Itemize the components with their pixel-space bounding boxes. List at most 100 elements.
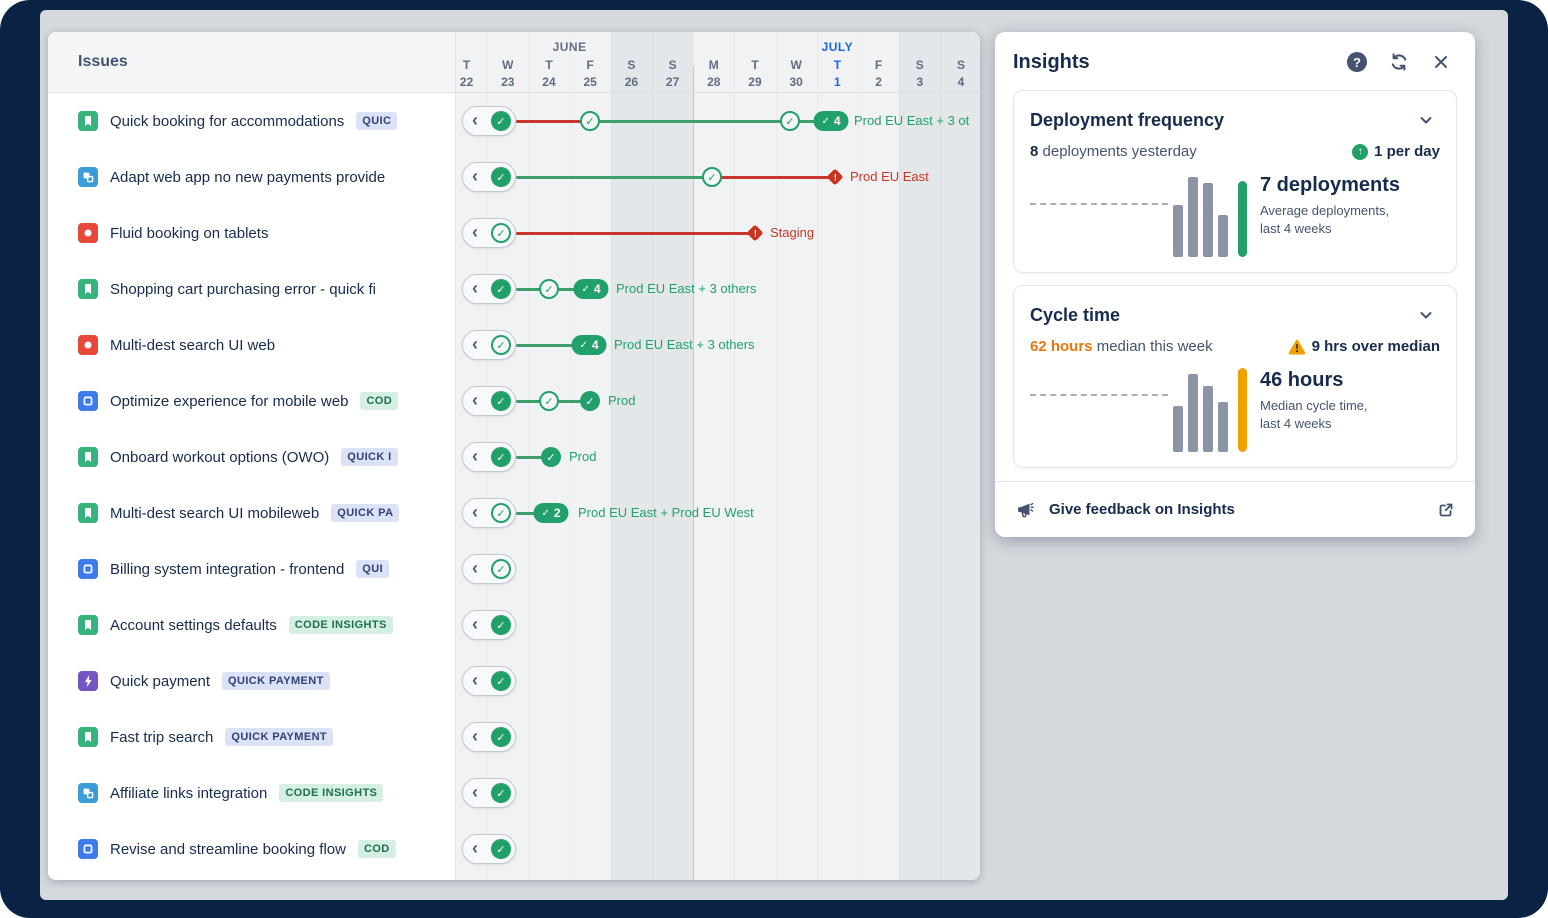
issue-row[interactable]: Fluid booking on tablets <box>48 205 455 261</box>
deployment-check-icon[interactable]: ✓ <box>491 615 511 635</box>
deployment-check-icon[interactable]: ✓ <box>491 223 511 243</box>
issue-row[interactable]: Fast trip search QUICK PAYMENT <box>48 709 455 765</box>
chart-bar <box>1188 177 1198 257</box>
chevron-left-icon: ‹ <box>472 613 478 634</box>
timeline-expand-pill[interactable]: ‹ ✓ <box>462 106 516 136</box>
deployment-check-icon[interactable]: ✓ <box>491 391 511 411</box>
close-button[interactable] <box>1427 48 1455 76</box>
deployment-marker[interactable]: ✓ <box>780 111 800 131</box>
timeline-expand-pill[interactable]: ‹ ✓ <box>462 722 516 752</box>
mini-bar-chart: 7 deployments Average deployments, last 4 … <box>1030 173 1440 257</box>
deployment-check-icon[interactable]: ✓ <box>491 727 511 747</box>
timeline-expand-pill[interactable]: ‹ ✓ <box>462 218 516 248</box>
timeline-expand-pill[interactable]: ‹ ✓ <box>462 834 516 864</box>
deployment-marker[interactable]: ✓ <box>539 279 559 299</box>
issue-row[interactable]: Shopping cart purchasing error - quick f… <box>48 261 455 317</box>
deployment-check-icon[interactable]: ✓ <box>580 111 600 131</box>
deployment-count-pill[interactable]: ✓ 4 <box>571 335 607 355</box>
deployment-check-icon[interactable]: ✓ <box>491 503 511 523</box>
deployment-check-icon[interactable]: ✓ <box>541 447 561 467</box>
deployment-check-icon[interactable]: ✓ <box>491 335 511 355</box>
issue-label-badge: QUICK PAYMENT <box>225 728 334 746</box>
deployment-check-icon[interactable]: ✓ <box>491 783 511 803</box>
issue-title: Revise and streamline booking flow <box>110 840 346 858</box>
issue-row[interactable]: Quick payment QUICK PAYMENT <box>48 653 455 709</box>
deployment-check-icon[interactable]: ✓ <box>491 167 511 187</box>
refresh-button[interactable] <box>1385 48 1413 76</box>
issue-label-badge: COD <box>360 392 399 410</box>
collapse-card-button[interactable] <box>1412 301 1440 329</box>
feedback-row[interactable]: Give feedback on Insights <box>995 481 1475 537</box>
timeline-expand-pill[interactable]: ‹ ✓ <box>462 554 516 584</box>
deployment-count-pill[interactable]: ✓ 4 <box>573 279 609 299</box>
timeline-expand-pill[interactable]: ‹ ✓ <box>462 666 516 696</box>
deployment-check-icon[interactable]: ✓ <box>491 279 511 299</box>
timeline-row: ‹ ✓ ✓ 2 Prod EU East + Prod EU West <box>446 485 980 541</box>
deployment-check-icon[interactable]: ✓ <box>539 279 559 299</box>
deployment-warning-diamond[interactable]: ! <box>826 168 844 186</box>
deployment-check-icon[interactable]: ✓ <box>491 671 511 691</box>
day-letter: S <box>668 58 677 72</box>
chart-big-value: 46 hours <box>1260 369 1344 391</box>
deployment-count-pill[interactable]: ✓ 2 <box>533 503 569 523</box>
issue-row[interactable]: Optimize experience for mobile web COD <box>48 373 455 429</box>
timeline-expand-pill[interactable]: ‹ ✓ <box>462 498 516 528</box>
stat-value: 62 hours <box>1030 338 1093 355</box>
issue-row[interactable]: Multi-dest search UI web <box>48 317 455 373</box>
deployment-check-icon[interactable]: ✓ <box>539 391 559 411</box>
issue-row[interactable]: Billing system integration - frontend QUI <box>48 541 455 597</box>
timeline-expand-pill[interactable]: ‹ ✓ <box>462 330 516 360</box>
timeline-expand-pill[interactable]: ‹ ✓ <box>462 442 516 472</box>
deployment-check-icon[interactable]: ✓ <box>580 391 600 411</box>
deployment-connector <box>516 119 590 123</box>
help-button[interactable]: ? <box>1343 48 1371 76</box>
deployment-marker[interactable]: ✓ <box>702 167 722 187</box>
issue-row[interactable]: Quick booking for accommodations QUIC <box>48 93 455 149</box>
timeline-expand-pill[interactable]: ‹ ✓ <box>462 610 516 640</box>
timeline-expand-pill[interactable]: ‹ ✓ <box>462 778 516 808</box>
collapse-card-button[interactable] <box>1412 106 1440 134</box>
deployment-count-pill[interactable]: ✓ 4 <box>813 111 849 131</box>
issue-row[interactable]: Affiliate links integration CODE INSIGHTS <box>48 765 455 821</box>
day-number: 1 <box>834 75 841 89</box>
day-header: S 27 <box>652 59 693 88</box>
issue-row[interactable]: Revise and streamline booking flow COD <box>48 821 455 877</box>
deployment-check-icon[interactable]: ✓ <box>491 839 511 859</box>
deployment-check-icon[interactable]: ✓ <box>491 559 511 579</box>
day-letter: M <box>708 58 719 72</box>
timeline-expand-pill[interactable]: ‹ ✓ <box>462 386 516 416</box>
deployment-count: 4 <box>591 338 599 352</box>
timeline-expand-pill[interactable]: ‹ ✓ <box>462 162 516 192</box>
chart-summary: 46 hours Median cycle time, last 4 weeks <box>1260 369 1368 433</box>
day-number: 23 <box>501 75 515 89</box>
timeline-expand-pill[interactable]: ‹ ✓ <box>462 274 516 304</box>
deployment-check-icon[interactable]: ✓ <box>780 111 800 131</box>
deployment-check-icon[interactable]: ✓ <box>702 167 722 187</box>
issue-row[interactable]: Onboard workout options (OWO) QUICK I <box>48 429 455 485</box>
deployment-check-icon[interactable]: ✓ <box>491 447 511 467</box>
chart-big-value: 7 deployments <box>1260 174 1401 196</box>
deployment-warning-diamond[interactable]: ! <box>746 224 764 242</box>
trend-up-icon: ↑ <box>1352 143 1369 160</box>
chevron-down-icon <box>1420 117 1432 124</box>
timeline-area: T 22 W 23 T 24 F 25 S 26 S 27 M 28 T 29 W 30 T 1 F 2 S 3 S 4 JUNE J… <box>446 32 980 880</box>
stat-text: deployments yesterday <box>1038 143 1197 160</box>
issue-title: Onboard workout options (OWO) <box>110 448 330 466</box>
insight-card-title: Cycle time <box>1030 304 1121 325</box>
deployment-marker[interactable]: ✓ <box>541 447 561 467</box>
issue-row[interactable]: Account settings defaults CODE INSIGHTS <box>48 597 455 653</box>
issue-label-badge: CODE INSIGHTS <box>279 784 384 802</box>
task-issue-type-icon <box>78 839 98 859</box>
trend-text: 9 hrs over median <box>1311 338 1440 355</box>
deployment-marker[interactable]: ✓ <box>539 391 559 411</box>
deployment-marker[interactable]: ✓ <box>580 111 600 131</box>
deployment-count: 2 <box>553 506 561 520</box>
issue-title: Shopping cart purchasing error - quick f… <box>110 280 376 298</box>
issue-row[interactable]: Adapt web app no new payments provide <box>48 149 455 205</box>
deployment-check-icon[interactable]: ✓ <box>491 111 511 131</box>
issue-row[interactable]: Multi-dest search UI mobileweb QUICK PA <box>48 485 455 541</box>
chart-accent-bar <box>1238 368 1247 452</box>
deployment-marker[interactable]: ✓ <box>580 391 600 411</box>
